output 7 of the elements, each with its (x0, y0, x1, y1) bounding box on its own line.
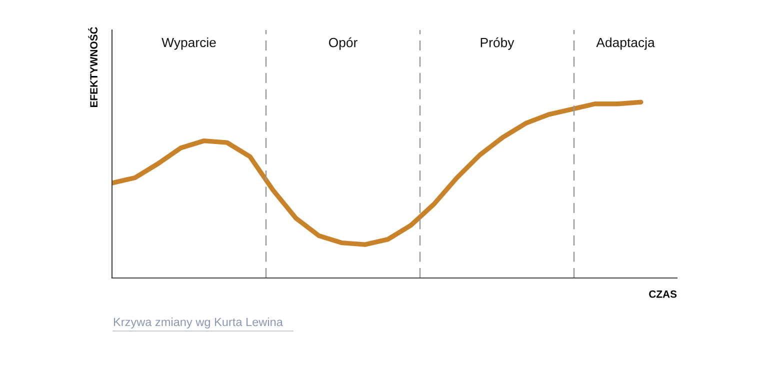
x-axis-title: CZAS (649, 290, 677, 298)
text: Krzywa zmiany wg Kurta Lewina (114, 317, 283, 328)
text: Opór (328, 37, 358, 50)
text: Adaptacja (596, 37, 655, 50)
text: Próby (480, 37, 514, 50)
y-axis-title: EFEKTYWNOŚĆ (88, 26, 98, 108)
text: Wyparcie (162, 37, 216, 50)
